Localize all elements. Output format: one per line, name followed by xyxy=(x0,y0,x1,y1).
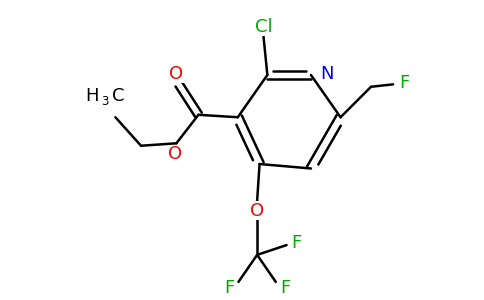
Text: N: N xyxy=(320,65,333,83)
Text: F: F xyxy=(281,279,291,297)
Text: O: O xyxy=(168,145,182,163)
Text: H: H xyxy=(85,87,98,105)
Text: C: C xyxy=(111,87,124,105)
Text: O: O xyxy=(169,64,183,82)
Text: Cl: Cl xyxy=(255,18,272,36)
Text: F: F xyxy=(399,74,409,92)
Text: 3: 3 xyxy=(101,95,108,108)
Text: O: O xyxy=(250,202,264,220)
Text: F: F xyxy=(291,234,302,252)
Text: F: F xyxy=(225,279,235,297)
